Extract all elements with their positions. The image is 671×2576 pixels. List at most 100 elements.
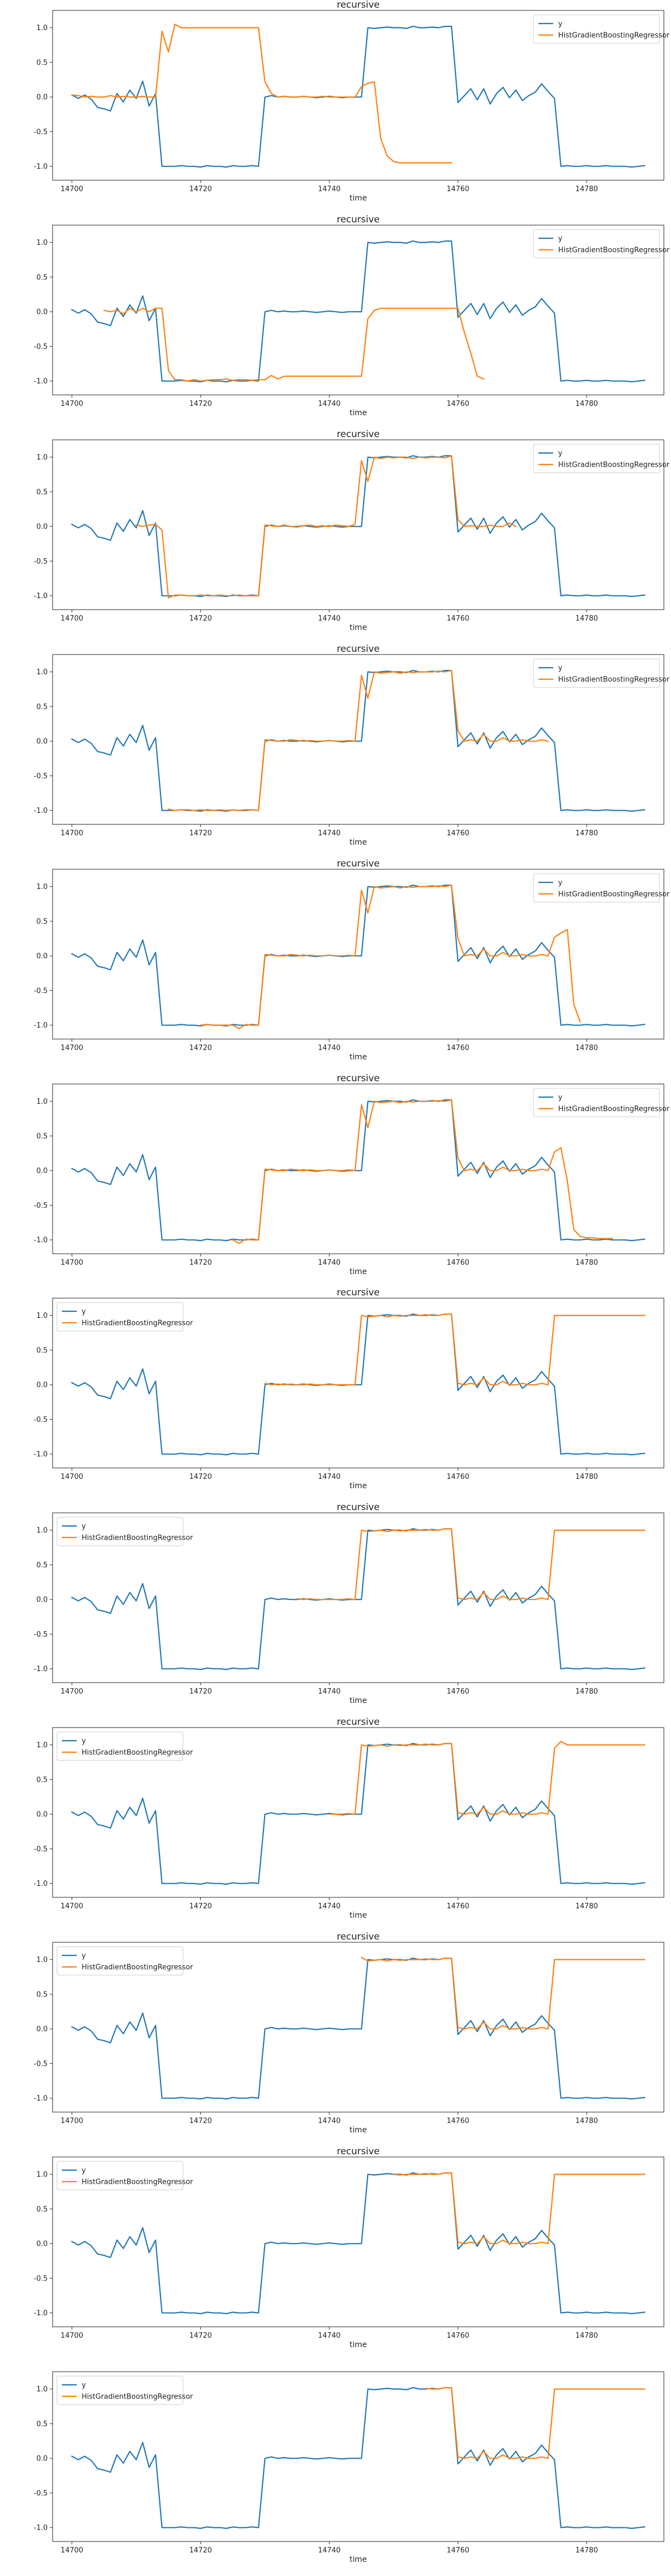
legend-label: HistGradientBoostingRegressor (82, 2393, 193, 2401)
y-tick-label: -0.5 (34, 128, 48, 136)
x-tick-label: 14700 (61, 829, 83, 837)
y-tick-label: 0.0 (36, 2240, 48, 2248)
x-tick-label: 14740 (318, 829, 340, 837)
series-line-hgbr (425, 2386, 645, 2459)
y-tick-label: 0.0 (36, 1167, 48, 1175)
series-line-hgbr (264, 1313, 645, 1386)
series-line-hgbr (393, 2172, 645, 2245)
x-tick-label: 14740 (318, 1259, 340, 1267)
y-tick-label: -0.5 (34, 1416, 48, 1424)
x-tick-label: 14760 (446, 400, 469, 408)
plot-area (71, 1099, 646, 1244)
x-tick-label: 14700 (61, 615, 83, 623)
legend-label: y (82, 1308, 86, 1316)
y-tick-label: -1.0 (34, 2309, 48, 2317)
y-tick-label: 0.0 (36, 94, 48, 102)
x-tick-label: 14780 (575, 1473, 598, 1481)
y-tick-label: 0.0 (36, 523, 48, 531)
y-tick-label: -1.0 (34, 377, 48, 386)
legend: y HistGradientBoostingRegressor (533, 229, 670, 259)
chart-panel-7: recursive 14700 14720 14740 14760 14780 -1.0 -0… (34, 1287, 664, 1490)
axes-frame (52, 225, 664, 395)
y-tick-label: 0.5 (36, 1132, 48, 1140)
x-tick-label: 14720 (190, 2546, 212, 2555)
chart-panel-3: recursive 14700 14720 14740 14760 14780 -1.0 -0… (34, 429, 670, 632)
series-line-hgbr (232, 1099, 613, 1244)
x-axis-label: time (349, 623, 367, 632)
x-tick-label: 14700 (61, 1044, 83, 1052)
axes-frame (52, 1942, 664, 2113)
x-tick-label: 14740 (318, 615, 340, 623)
plot-area (71, 24, 646, 168)
x-tick-label: 14780 (575, 1044, 598, 1052)
y-tick-label: -1.0 (34, 2095, 48, 2103)
axes-frame (52, 1083, 664, 1254)
x-tick-label: 14720 (190, 1902, 212, 1911)
legend: y HistGradientBoostingRegressor (533, 444, 670, 473)
x-tick-label: 14780 (575, 1688, 598, 1696)
x-tick-label: 14700 (61, 1902, 83, 1911)
series-line-hgbr (296, 1528, 645, 1600)
x-tick-label: 14780 (575, 829, 598, 837)
x-tick-label: 14760 (446, 2117, 469, 2125)
x-tick-label: 14740 (318, 1473, 340, 1481)
x-tick-label: 14760 (446, 2332, 469, 2340)
legend-box (56, 1302, 183, 1332)
legend-label: y (558, 20, 563, 28)
x-tick-label: 14740 (318, 1044, 340, 1052)
plot-area (71, 669, 646, 812)
series-line-hgbr (328, 1741, 645, 1815)
series-line-y (71, 455, 646, 598)
y-tick-label: -1.0 (34, 807, 48, 815)
y-tick-label: 1.0 (36, 24, 48, 32)
legend-box (56, 1731, 183, 1761)
chart-title: recursive (337, 1717, 380, 1728)
legend: y HistGradientBoostingRegressor (56, 1302, 193, 1332)
legend-label: y (82, 2382, 86, 2390)
x-tick-label: 14720 (190, 829, 212, 837)
x-axis-label: time (349, 194, 367, 203)
y-tick-label: 0.0 (36, 2026, 48, 2034)
chart-title: recursive (337, 858, 380, 869)
legend-label: y (82, 1737, 86, 1746)
y-tick-label: 0.5 (36, 59, 48, 67)
x-tick-label: 14740 (318, 2117, 340, 2125)
legend-label: HistGradientBoostingRegressor (558, 1105, 670, 1114)
y-tick-label: 1.0 (36, 2385, 48, 2394)
x-axis-label: time (349, 2340, 367, 2349)
legend-box (533, 229, 660, 259)
series-line-hgbr (168, 669, 549, 811)
series-line-hgbr (135, 455, 517, 599)
legend-label: y (82, 1523, 86, 1531)
plot-area (71, 1741, 646, 1885)
chart-panel-5: recursive 14700 14720 14740 14760 14780 -1.0 -0… (34, 858, 670, 1062)
series-line-y (71, 240, 646, 383)
x-tick-label: 14740 (318, 2332, 340, 2340)
legend-label: y (558, 1094, 563, 1102)
y-tick-label: -0.5 (34, 558, 48, 566)
y-tick-label: 0.0 (36, 953, 48, 961)
axes-frame (52, 2156, 664, 2327)
legend: y HistGradientBoostingRegressor (56, 1946, 193, 1976)
y-tick-label: -0.5 (34, 1631, 48, 1639)
legend: y HistGradientBoostingRegressor (56, 1517, 193, 1546)
chart-panel-12: 14700 14720 14740 14760 14780 -1.0 -0.5 0.0 0.5 1… (34, 2371, 664, 2564)
x-tick-label: 14760 (446, 2546, 469, 2555)
plot-area (71, 455, 646, 599)
series-line-hgbr (199, 884, 581, 1030)
legend-label: y (558, 879, 563, 887)
series-line-hgbr (360, 1957, 645, 2030)
y-tick-label: 1.0 (36, 239, 48, 247)
legend-box (533, 14, 660, 44)
legend-label: HistGradientBoostingRegressor (82, 2178, 193, 2187)
series-line-y (71, 1313, 646, 1456)
y-tick-label: 0.5 (36, 273, 48, 282)
chart-title: recursive (337, 1287, 380, 1298)
axes-frame (52, 10, 664, 181)
y-tick-label: -1.0 (34, 1665, 48, 1673)
x-tick-label: 14740 (318, 1902, 340, 1911)
y-tick-label: 0.5 (36, 703, 48, 711)
x-tick-label: 14740 (318, 400, 340, 408)
legend-box (533, 873, 660, 903)
legend-label: y (82, 1952, 86, 1960)
